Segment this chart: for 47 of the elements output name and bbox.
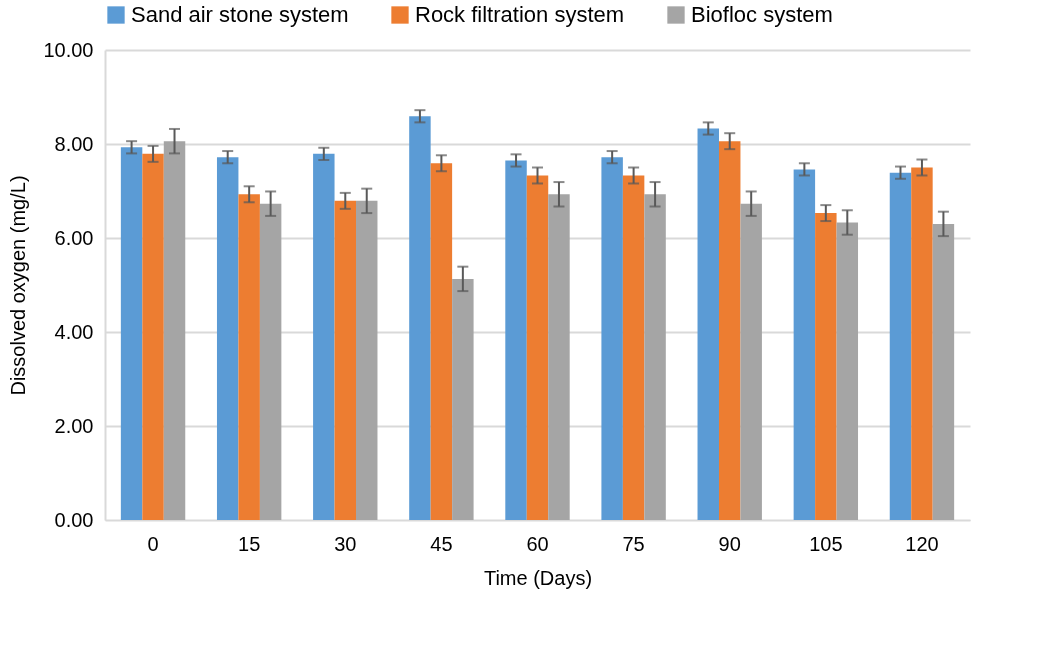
bar	[238, 194, 260, 520]
x-tick-label: 30	[334, 532, 357, 555]
bar	[815, 213, 837, 520]
y-tick-label: 6.00	[54, 226, 94, 249]
x-tick-label: 75	[622, 532, 645, 555]
y-axis-title: Dissolved oxygen (mg/L)	[7, 175, 30, 396]
bar	[911, 167, 933, 520]
legend-label: Rock filtration system	[415, 2, 625, 27]
bar	[548, 194, 570, 520]
bar	[334, 200, 357, 520]
x-tick-label: 60	[526, 532, 549, 555]
y-tick-label: 10.00	[43, 38, 94, 61]
legend-label: Sand air stone system	[131, 2, 349, 27]
x-tick-label: 90	[718, 532, 741, 555]
bar	[313, 153, 335, 520]
bar	[622, 175, 645, 520]
bar	[505, 160, 527, 520]
x-tick-label: 120	[905, 532, 939, 555]
x-tick-label: 45	[430, 532, 453, 555]
bar	[697, 128, 719, 520]
x-axis-title: Time (Days)	[483, 566, 593, 589]
bar	[740, 203, 762, 520]
y-tick-label: 2.00	[54, 414, 94, 437]
y-tick-label: 4.00	[54, 320, 94, 343]
bar	[793, 169, 816, 520]
bar	[216, 157, 239, 520]
bar	[644, 194, 666, 520]
bar	[409, 116, 431, 520]
legend-label: Biofloc system	[691, 2, 833, 27]
x-tick-label: 15	[238, 532, 261, 555]
bar	[356, 200, 378, 520]
bar	[259, 203, 282, 520]
x-tick-label: 0	[147, 532, 159, 555]
bar	[526, 175, 549, 520]
y-tick-label: 8.00	[54, 132, 94, 155]
bar	[163, 141, 186, 520]
bar	[601, 157, 623, 520]
bar	[718, 141, 741, 520]
x-tick-label: 105	[809, 532, 843, 555]
bar	[452, 278, 474, 520]
y-tick-label: 0.00	[54, 508, 94, 531]
bar	[142, 153, 164, 520]
bar	[430, 163, 453, 520]
bar	[932, 223, 955, 520]
bar	[889, 172, 912, 520]
bar	[120, 147, 143, 520]
bar	[836, 222, 859, 520]
